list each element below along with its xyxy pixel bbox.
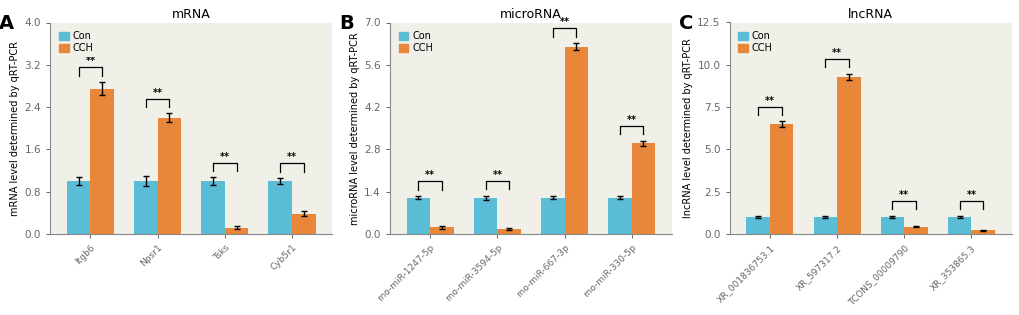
Text: **: **: [86, 56, 96, 66]
Text: B: B: [338, 14, 354, 33]
Bar: [474, 198, 497, 234]
Bar: [268, 181, 291, 234]
Text: A: A: [0, 14, 14, 33]
Bar: [769, 124, 793, 234]
Legend: Con, CCH: Con, CCH: [394, 27, 436, 57]
Bar: [158, 117, 181, 234]
Text: **: **: [220, 152, 229, 162]
Bar: [879, 217, 903, 234]
Text: **: **: [425, 170, 435, 180]
Bar: [201, 181, 224, 234]
Y-axis label: microRNA level determined by qRT-PCR: microRNA level determined by qRT-PCR: [350, 32, 360, 225]
Bar: [540, 198, 564, 234]
Bar: [564, 47, 587, 234]
Legend: Con, CCH: Con, CCH: [55, 27, 97, 57]
Bar: [430, 227, 453, 234]
Text: **: **: [832, 48, 842, 58]
Text: **: **: [626, 115, 636, 125]
Text: **: **: [492, 170, 501, 180]
Text: **: **: [286, 152, 297, 162]
Bar: [407, 198, 430, 234]
Text: **: **: [965, 190, 975, 200]
Text: **: **: [899, 190, 908, 200]
Bar: [497, 229, 521, 234]
Title: lncRNA: lncRNA: [847, 8, 893, 21]
Title: mRNA: mRNA: [172, 8, 210, 21]
Legend: Con, CCH: Con, CCH: [734, 27, 775, 57]
Title: microRNA: microRNA: [499, 8, 561, 21]
Text: C: C: [678, 14, 693, 33]
Bar: [837, 77, 860, 234]
Bar: [291, 214, 315, 234]
Bar: [813, 217, 837, 234]
Bar: [224, 227, 248, 234]
Y-axis label: mRNA level determined by qRT-PCR: mRNA level determined by qRT-PCR: [10, 41, 20, 216]
Text: **: **: [153, 88, 162, 98]
Text: **: **: [764, 95, 774, 106]
Bar: [91, 89, 114, 234]
Bar: [607, 198, 631, 234]
Bar: [135, 181, 158, 234]
Bar: [903, 227, 927, 234]
Bar: [746, 217, 769, 234]
Text: **: **: [559, 17, 569, 27]
Y-axis label: lncRNA level determined by qRT-PCR: lncRNA level determined by qRT-PCR: [683, 38, 693, 218]
Bar: [631, 143, 654, 234]
Bar: [67, 181, 91, 234]
Bar: [947, 217, 970, 234]
Bar: [970, 230, 994, 234]
